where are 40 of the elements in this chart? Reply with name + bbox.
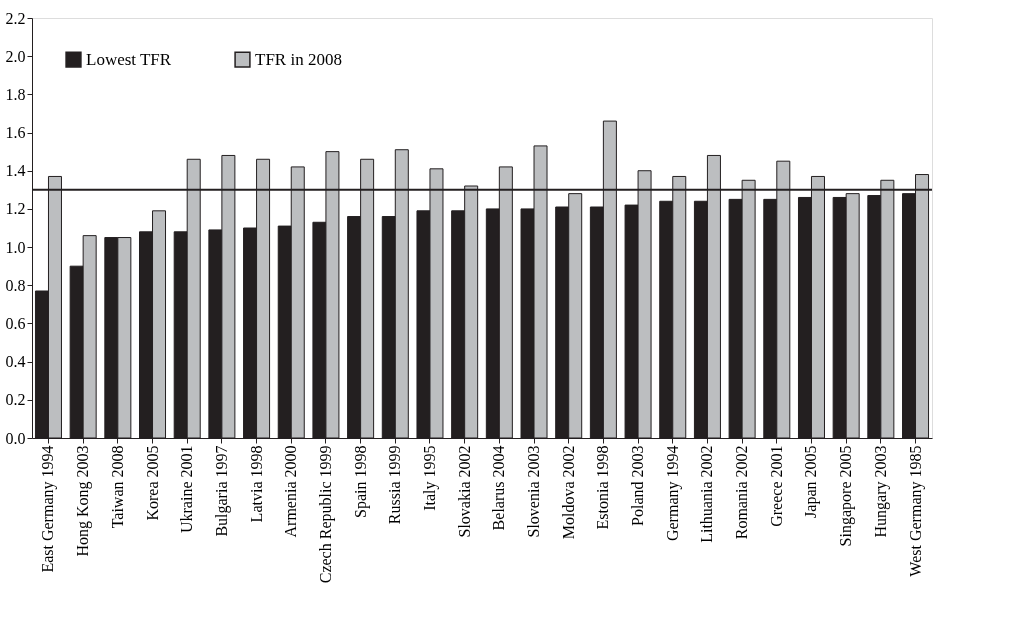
y-tick-label: 2.0 [5, 47, 26, 65]
x-tick-label: Belarus 2004 [490, 445, 508, 531]
y-tick-label: 1.2 [5, 200, 26, 218]
x-tick-label: Latvia 1998 [247, 445, 265, 523]
x-tick-label: Armenia 2000 [282, 445, 300, 538]
x-tick-label: Moldova 2002 [559, 445, 577, 540]
x-tick-label: Singapore 2005 [837, 445, 856, 547]
x-tick-label: Russia 1999 [386, 445, 404, 525]
y-tick-label: 1.8 [5, 85, 26, 103]
x-tick-label: Korea 2005 [143, 445, 161, 521]
y-tick-label: 1.0 [5, 238, 26, 256]
x-tick-label: Bulgaria 1997 [212, 445, 231, 537]
y-tick-label: 1.4 [5, 162, 26, 180]
y-tick-label: 0.0 [5, 429, 26, 447]
y-tick-label: 1.6 [5, 124, 26, 142]
x-tick-label: Spain 1998 [351, 445, 370, 518]
x-tick-label: West Germany 1985 [906, 445, 925, 577]
y-tick-label: 0.8 [5, 276, 26, 294]
x-tick-label: Germany 1994 [663, 445, 682, 542]
x-tick-label: Ukraine 2001 [178, 445, 196, 534]
x-tick-label: Estonia 1998 [594, 445, 612, 530]
x-tick-label: Greece 2001 [767, 445, 785, 527]
x-tick-label: Japan 2005 [802, 445, 821, 518]
x-tick-label: Italy 1995 [420, 445, 439, 511]
x-tick-label: Slovenia 2003 [525, 445, 543, 538]
x-tick-label: Slovakia 2002 [455, 445, 473, 538]
x-tick-label: Hungary 2003 [871, 445, 890, 538]
legend-label: Lowest TFR [86, 49, 172, 69]
legend-label: TFR in 2008 [255, 49, 342, 69]
y-tick-label: 0.6 [5, 314, 26, 332]
y-tick-label: 2.2 [5, 9, 26, 27]
y-tick-label: 0.2 [5, 391, 26, 409]
x-tick-label: East Germany 1994 [39, 445, 58, 573]
x-tick-label: Lithuania 2002 [698, 445, 716, 543]
x-tick-label: Poland 2003 [629, 445, 647, 526]
x-tick-label: Romania 2002 [733, 445, 751, 540]
y-tick-label: 0.4 [5, 353, 26, 371]
x-tick-label: Czech Republic 1999 [316, 445, 335, 584]
x-tick-label: Hong Kong 2003 [74, 445, 93, 557]
x-tick-label: Taiwan 2008 [108, 445, 126, 529]
